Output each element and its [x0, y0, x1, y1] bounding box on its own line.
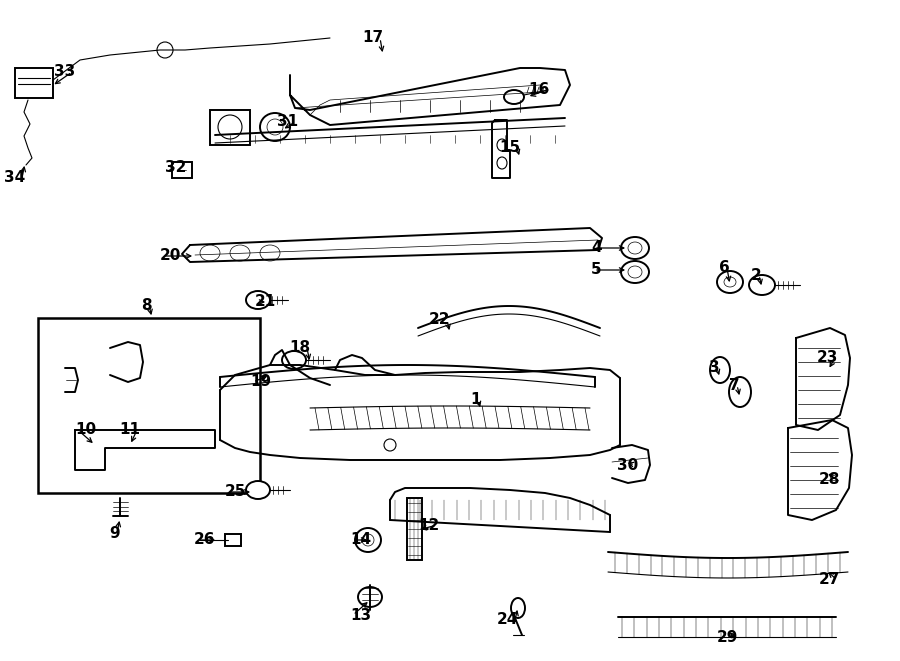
Text: 22: 22: [428, 313, 450, 327]
Text: 10: 10: [75, 422, 96, 438]
Text: 17: 17: [362, 30, 383, 46]
Text: 25: 25: [225, 485, 247, 500]
Text: 2: 2: [752, 268, 762, 282]
Ellipse shape: [749, 275, 775, 295]
Ellipse shape: [384, 439, 396, 451]
Text: 12: 12: [418, 518, 440, 533]
Ellipse shape: [157, 42, 173, 58]
Text: 26: 26: [194, 533, 215, 547]
Text: 31: 31: [277, 114, 298, 130]
Text: 6: 6: [719, 260, 730, 276]
Ellipse shape: [355, 528, 381, 552]
Ellipse shape: [358, 587, 382, 607]
Ellipse shape: [724, 277, 736, 287]
Text: 19: 19: [250, 375, 271, 389]
Ellipse shape: [497, 139, 507, 151]
Text: 27: 27: [819, 572, 840, 588]
Text: 28: 28: [819, 473, 840, 488]
Text: 15: 15: [499, 141, 520, 155]
Ellipse shape: [282, 351, 306, 369]
Bar: [15, 68, 53, 98]
Text: 11: 11: [119, 422, 140, 438]
Ellipse shape: [621, 261, 649, 283]
Ellipse shape: [200, 245, 220, 261]
Text: 23: 23: [816, 350, 838, 366]
Text: 14: 14: [350, 533, 371, 547]
Text: 16: 16: [529, 83, 550, 98]
Ellipse shape: [504, 90, 524, 104]
Bar: [172, 162, 192, 178]
Text: 8: 8: [141, 297, 152, 313]
Ellipse shape: [497, 157, 507, 169]
Text: 20: 20: [160, 249, 182, 264]
Ellipse shape: [230, 245, 250, 261]
Ellipse shape: [218, 115, 242, 139]
Text: 21: 21: [255, 295, 276, 309]
Ellipse shape: [267, 119, 283, 135]
Text: 18: 18: [289, 340, 310, 356]
Ellipse shape: [511, 598, 525, 618]
Ellipse shape: [246, 291, 270, 309]
Text: 9: 9: [110, 525, 120, 541]
Text: 4: 4: [591, 241, 601, 256]
Ellipse shape: [729, 377, 751, 407]
Text: 7: 7: [729, 377, 740, 393]
Text: 5: 5: [591, 262, 601, 278]
Ellipse shape: [362, 534, 374, 546]
Bar: [210, 110, 250, 145]
Text: 33: 33: [54, 65, 75, 79]
Text: 1: 1: [471, 393, 481, 407]
Text: 13: 13: [350, 607, 371, 623]
Text: 30: 30: [616, 457, 638, 473]
Text: 24: 24: [497, 613, 518, 627]
Text: 32: 32: [165, 161, 186, 176]
Ellipse shape: [710, 357, 730, 383]
Ellipse shape: [260, 113, 290, 141]
Bar: [407, 498, 422, 560]
Text: 29: 29: [716, 631, 738, 646]
Ellipse shape: [260, 245, 280, 261]
Ellipse shape: [246, 481, 270, 499]
Ellipse shape: [628, 242, 642, 254]
Text: 3: 3: [709, 360, 720, 375]
Ellipse shape: [621, 237, 649, 259]
Text: 34: 34: [4, 171, 25, 186]
Bar: [225, 534, 241, 546]
Bar: [38, 318, 260, 493]
Ellipse shape: [628, 266, 642, 278]
Ellipse shape: [717, 271, 743, 293]
